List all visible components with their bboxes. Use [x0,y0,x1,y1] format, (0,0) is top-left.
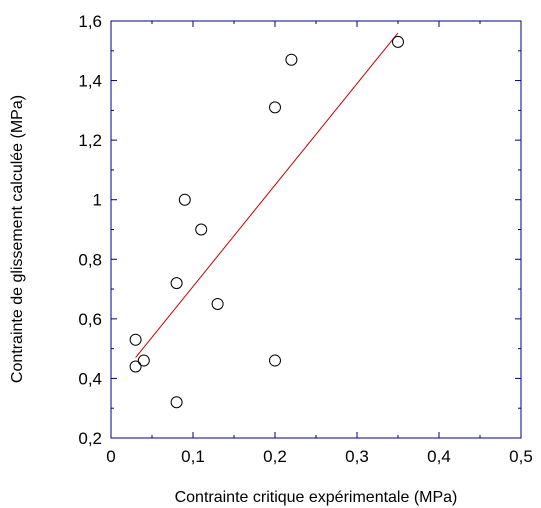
data-point [137,354,150,367]
data-point [170,396,183,409]
x-tick-label: 0,5 [509,447,533,466]
x-tick-label: 0,3 [345,447,369,466]
data-point [285,53,298,66]
x-tick-label: 0,2 [263,447,287,466]
data-point [392,35,404,48]
data-point [211,297,224,310]
data-point [129,333,142,346]
plot-frame [110,20,522,439]
data-point [195,223,208,236]
data-point [269,354,281,367]
y-tick-label: 1,4 [78,72,102,91]
y-tick-label: 1 [93,191,102,210]
y-tick-label: 1,6 [78,12,102,31]
data-point [269,101,281,114]
data-point [129,360,142,373]
y-tick-label: 0,4 [78,369,102,388]
y-tick-label: 1,2 [78,131,102,150]
y-tick-label: 0,6 [78,310,102,329]
y-tick-label: 0,2 [78,429,102,448]
y-tick-label: 0,8 [78,250,102,269]
data-points [129,35,404,409]
x-tick-label: 0,4 [427,447,451,466]
data-point [178,193,191,206]
y-axis-title: Contrainte de glissement calculée (MPa) [9,95,26,383]
x-axis-title: Contrainte critique expérimentale (MPa) [175,489,458,506]
plot-border [110,20,522,439]
data-point [170,277,183,290]
x-axis: 0 0,1 0,2 0,3 0,4 0,5 [106,21,533,466]
fit-line-group [135,32,399,358]
fit-line [135,32,399,358]
x-tick-label: 0 [106,447,115,466]
x-tick-label: 0,1 [181,447,205,466]
y-axis: 0,2 0,4 0,6 0,8 1 1,2 1,4 1,6 [78,12,521,448]
